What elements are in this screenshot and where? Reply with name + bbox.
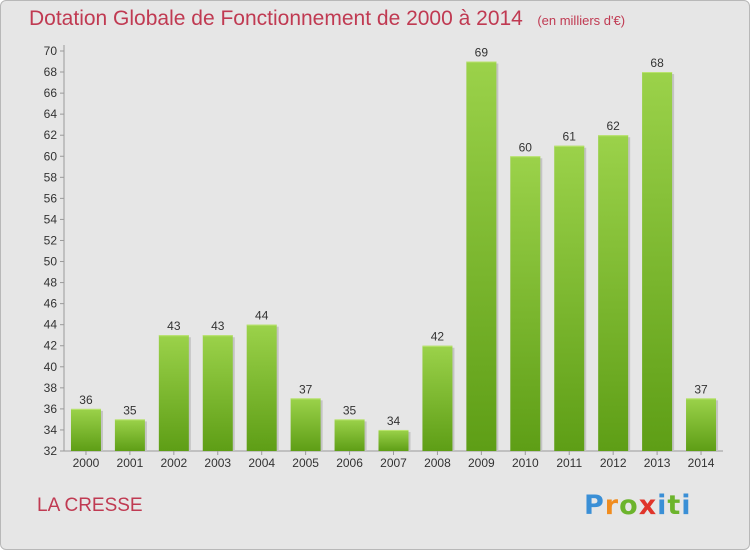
x-tick-label: 2004: [248, 456, 275, 470]
bar-value-label: 43: [167, 319, 181, 333]
x-tick-label: 2008: [424, 456, 451, 470]
y-tick-label: 58: [44, 170, 58, 184]
bar: [290, 398, 321, 451]
x-tick-label: 2010: [512, 456, 539, 470]
y-tick-label: 66: [44, 86, 58, 100]
bar: [246, 324, 277, 451]
bar-value-label: 42: [431, 330, 445, 344]
proxiti-logo: Proxiti: [584, 490, 692, 521]
bar-value-label: 60: [519, 140, 533, 154]
bar: [554, 145, 585, 451]
bar: [334, 419, 365, 451]
bar-value-label: 36: [79, 393, 93, 407]
bar-value-label: 37: [299, 382, 313, 396]
bar-value-label: 44: [255, 309, 269, 323]
y-tick-label: 40: [44, 360, 58, 374]
y-tick-label: 54: [44, 212, 58, 226]
bar-value-label: 35: [343, 403, 357, 417]
y-tick-label: 46: [44, 297, 58, 311]
y-tick-label: 38: [44, 381, 58, 395]
bar-value-label: 68: [650, 56, 664, 70]
y-tick-label: 48: [44, 276, 58, 290]
y-tick-label: 60: [44, 149, 58, 163]
y-tick-label: 64: [44, 107, 58, 121]
logo-letter: i: [681, 490, 692, 521]
x-tick-label: 2006: [336, 456, 363, 470]
bar-value-label: 34: [387, 414, 401, 428]
y-tick-label: 36: [44, 402, 58, 416]
y-tick-label: 44: [44, 318, 58, 332]
x-tick-label: 2007: [380, 456, 407, 470]
bar-value-label: 37: [694, 382, 708, 396]
chart-title-block: Dotation Globale de Fonctionnement de 20…: [29, 7, 625, 31]
logo-letter: x: [638, 490, 658, 521]
logo-letter: P: [584, 490, 605, 521]
x-tick-label: 2005: [292, 456, 319, 470]
x-tick-label: 2001: [117, 456, 144, 470]
logo-letter: t: [667, 490, 682, 521]
x-tick-label: 2000: [73, 456, 100, 470]
y-tick-label: 68: [44, 65, 58, 79]
bar: [202, 335, 233, 451]
bar: [510, 156, 541, 451]
y-tick-label: 50: [44, 255, 58, 269]
chart-title: Dotation Globale de Fonctionnement de 20…: [29, 7, 523, 30]
bar: [598, 135, 629, 452]
logo-letter: o: [619, 490, 639, 521]
x-tick-label: 2002: [160, 456, 187, 470]
x-tick-label: 2014: [688, 456, 715, 470]
bar: [70, 408, 101, 451]
bar: [686, 398, 717, 451]
logo-letter: r: [604, 490, 620, 521]
y-tick-label: 62: [44, 128, 58, 142]
bar: [422, 345, 453, 451]
y-tick-label: 70: [44, 44, 58, 58]
commune-name: LA CRESSE: [37, 495, 143, 516]
x-tick-label: 2013: [644, 456, 671, 470]
unit-note: (en milliers d'€): [537, 13, 626, 28]
bar: [158, 335, 189, 451]
y-tick-label: 32: [44, 444, 58, 458]
logo-letter: i: [657, 490, 668, 521]
x-tick-label: 2009: [468, 456, 495, 470]
x-tick-label: 2011: [556, 456, 582, 470]
y-tick-label: 34: [44, 423, 58, 437]
bar-value-label: 62: [606, 119, 620, 133]
bar: [466, 61, 497, 452]
bar: [114, 419, 145, 451]
bar-value-label: 43: [211, 319, 225, 333]
bar-value-label: 61: [563, 130, 577, 144]
x-tick-label: 2012: [600, 456, 627, 470]
bar-value-label: 35: [123, 403, 137, 417]
y-tick-label: 42: [44, 339, 58, 353]
bars: 36 35 43 43 44 37 35 34 42 69 60 61 62 68 37: [70, 46, 719, 452]
y-tick-label: 56: [44, 191, 58, 205]
y-tick-label: 52: [44, 233, 58, 247]
x-tick-label: 2003: [204, 456, 231, 470]
bar-value-label: 69: [475, 46, 489, 60]
bar: [642, 72, 673, 451]
bar: [378, 429, 409, 451]
